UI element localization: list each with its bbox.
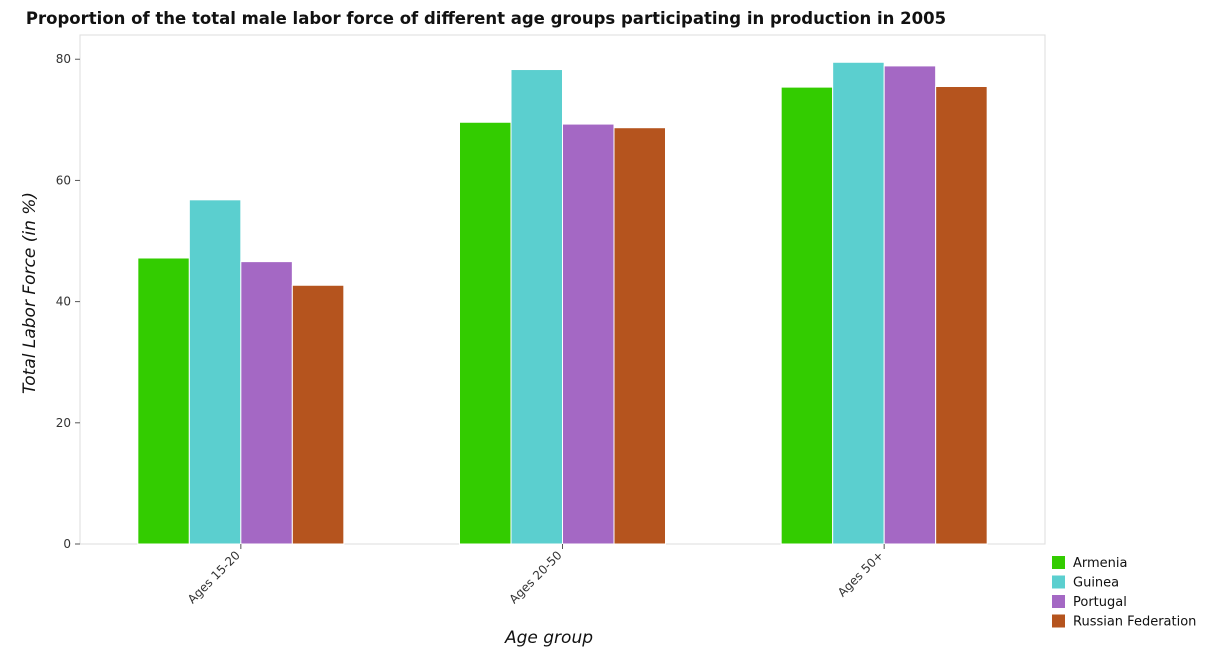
bar-guinea-ages-15-20 <box>188 199 242 545</box>
bar-guinea-ages-20-50 <box>510 69 563 545</box>
bar-russian-federation-ages-20-50 <box>613 127 666 545</box>
bar-armenia-ages-50- <box>780 86 834 545</box>
bar-russian-federation-ages-50- <box>935 86 988 545</box>
legend-swatch <box>1052 614 1065 628</box>
bar-portugal-ages-20-50 <box>562 123 615 545</box>
bar-portugal-ages-50- <box>883 65 937 545</box>
legend: Armenia Guinea Portugal Russian Federation <box>1052 556 1196 630</box>
x-tick-label: Ages 50+ <box>835 548 886 599</box>
legend-label: Russian Federation <box>1073 615 1196 630</box>
y-tick-label: 60 <box>56 173 71 187</box>
plot-area: 0 20 40 60 80 Ages 15-20 Ages 20-50 Ages 50+ <box>56 34 1046 606</box>
bar-armenia-ages-20-50 <box>459 121 512 545</box>
bar-portugal-ages-15-20 <box>240 261 293 545</box>
x-tick-label: Ages 15-20 <box>185 548 243 606</box>
legend-swatch <box>1052 575 1065 589</box>
x-axis-label: Age group <box>504 628 593 648</box>
legend-swatch <box>1052 556 1065 569</box>
bar-russian-federation-ages-15-20 <box>291 284 345 545</box>
bar-armenia-ages-15-20 <box>137 257 190 545</box>
y-tick-label: 0 <box>63 537 71 551</box>
chart-title: Proportion of the total male labor force… <box>26 9 946 28</box>
y-tick-label: 40 <box>56 295 71 309</box>
legend-swatch <box>1052 595 1065 608</box>
legend-label: Armenia <box>1073 556 1128 571</box>
legend-label: Portugal <box>1073 595 1127 610</box>
y-axis-label: Total Labor Force (in %) <box>20 192 40 394</box>
x-tick-label: Ages 20-50 <box>507 548 565 606</box>
y-tick-label: 80 <box>56 52 71 66</box>
legend-label: Guinea <box>1073 576 1119 591</box>
y-tick-label: 20 <box>56 416 71 430</box>
bar-guinea-ages-50- <box>832 61 885 545</box>
